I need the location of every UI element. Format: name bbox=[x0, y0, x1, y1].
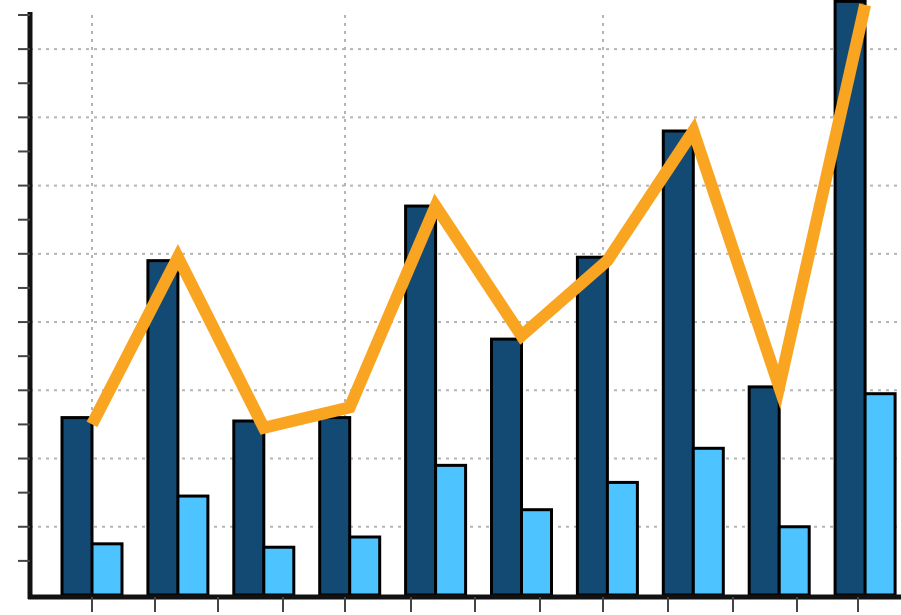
bar-light bbox=[434, 463, 468, 597]
bar-light bbox=[520, 508, 553, 597]
bar-light bbox=[691, 446, 725, 597]
trend-line bbox=[86, 3, 871, 435]
bar-light bbox=[605, 480, 639, 597]
line-series bbox=[86, 3, 871, 435]
bar-series bbox=[60, 0, 897, 597]
bar-light bbox=[90, 542, 124, 597]
bar-dark bbox=[661, 129, 695, 597]
bar-dark bbox=[490, 337, 523, 597]
bar-dark bbox=[318, 416, 352, 597]
bar-light bbox=[262, 545, 296, 597]
bar-dark bbox=[232, 419, 266, 597]
bar-dark bbox=[60, 416, 94, 597]
bar-light bbox=[777, 525, 811, 597]
bar-light bbox=[176, 494, 210, 597]
bar-dark bbox=[747, 385, 781, 597]
bar-light bbox=[348, 535, 382, 597]
bar-dark bbox=[575, 255, 609, 597]
bar-light bbox=[863, 392, 897, 597]
axes bbox=[18, 12, 901, 612]
